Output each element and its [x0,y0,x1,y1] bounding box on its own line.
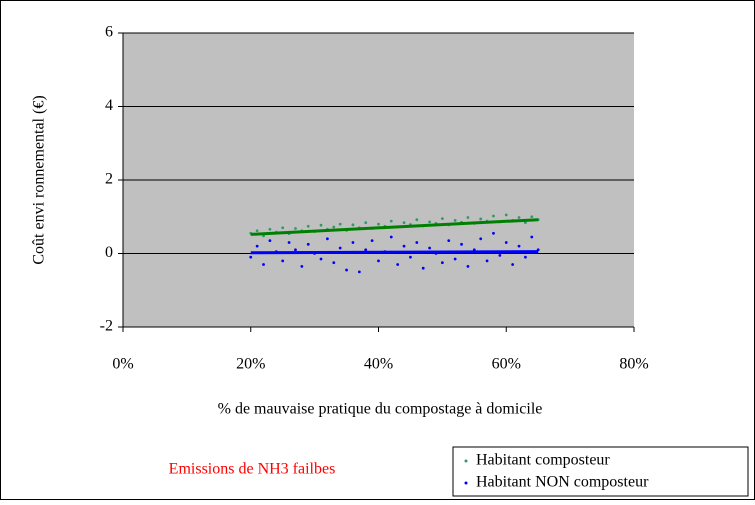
point [389,219,393,223]
trend-line [250,250,539,255]
point [370,239,374,243]
point [447,239,451,243]
point [466,216,470,219]
y-axis-title: Coût envi ronnemental (€) [31,95,48,264]
point [498,253,502,257]
point [479,217,483,221]
point [409,255,412,259]
x-tick-label: 0% [112,356,133,373]
point [357,270,361,274]
point [326,237,329,241]
point [255,229,259,233]
point [268,227,272,231]
legend-marker [464,481,468,485]
point [351,241,355,244]
legend-label: Habitant composteur [476,452,610,469]
point [504,213,508,217]
point [421,266,425,270]
point [364,221,368,225]
legend-marker [464,459,468,463]
point [255,244,259,248]
x-tick-label: 20% [236,356,265,373]
x-tick-label: 80% [619,356,648,373]
point [281,226,285,230]
point [517,216,521,219]
point [319,257,323,261]
x-axis-title: % de mauvaise pratique du compostage à d… [218,401,543,418]
point [511,263,515,266]
point [428,246,431,250]
point [530,215,534,219]
point [345,268,348,272]
point [319,223,323,227]
point [287,241,291,244]
point [338,246,342,250]
point [294,227,297,230]
point [389,235,393,239]
y-tick-label: 6 [105,24,113,41]
point [377,259,380,263]
point [249,255,253,259]
point [262,263,265,266]
point [517,244,521,248]
point [306,224,310,228]
point [402,244,406,248]
annotation: Emissions de NH3 failbes [169,461,336,478]
point [504,241,508,244]
y-tick-label: 2 [105,171,113,188]
point [415,241,419,244]
x-tick-label: 60% [492,356,521,373]
point [466,264,470,268]
point [524,221,527,225]
point [485,259,489,263]
y-tick-label: 0 [105,244,113,261]
point [294,248,297,252]
point [492,231,495,235]
point [492,214,495,218]
point [364,248,368,252]
point [351,223,355,227]
point [332,261,336,265]
point [377,222,380,226]
point [453,219,457,222]
legend-label: Habitant NON composteur [476,474,649,491]
point [402,221,406,225]
point [530,235,534,239]
point [306,242,310,246]
point [268,239,272,243]
trend-line [250,218,539,236]
point [415,218,419,222]
point [460,242,463,246]
point [440,261,444,265]
point [479,237,483,241]
legend-box [452,446,749,497]
point [332,225,336,229]
y-tick-label: -2 [100,318,113,335]
point [453,257,457,261]
point [300,264,304,268]
point [524,255,527,259]
y-tick-label: 4 [105,97,113,114]
point [428,220,431,224]
point [396,263,400,266]
point [338,222,342,226]
point [281,259,285,263]
x-tick-label: 40% [364,356,393,373]
point [440,217,444,220]
